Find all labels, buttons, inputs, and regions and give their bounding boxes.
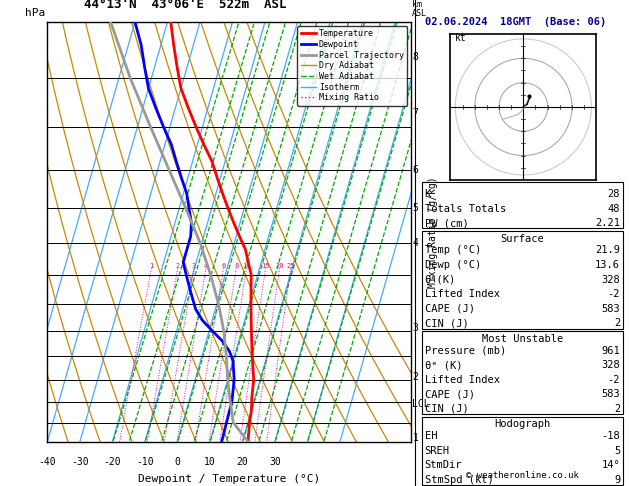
Text: Surface: Surface bbox=[501, 234, 544, 244]
Text: 1: 1 bbox=[413, 434, 418, 443]
Text: 0: 0 bbox=[174, 457, 180, 467]
Text: 14°: 14° bbox=[601, 460, 620, 470]
Text: CIN (J): CIN (J) bbox=[425, 404, 469, 414]
Text: Hodograph: Hodograph bbox=[494, 419, 550, 430]
Text: 44°13'N  43°06'E  522m  ASL: 44°13'N 43°06'E 522m ASL bbox=[84, 0, 287, 11]
Text: 10: 10 bbox=[204, 457, 216, 467]
Text: 961: 961 bbox=[601, 346, 620, 356]
Text: 10: 10 bbox=[242, 262, 251, 269]
Text: 1: 1 bbox=[149, 262, 153, 269]
Text: Mixing Ratio (g/kg): Mixing Ratio (g/kg) bbox=[428, 176, 438, 288]
Text: Dewp (°C): Dewp (°C) bbox=[425, 260, 481, 270]
Legend: Temperature, Dewpoint, Parcel Trajectory, Dry Adiabat, Wet Adiabat, Isotherm, Mi: Temperature, Dewpoint, Parcel Trajectory… bbox=[297, 26, 407, 105]
Text: Temp (°C): Temp (°C) bbox=[425, 245, 481, 256]
Text: PW (cm): PW (cm) bbox=[425, 218, 469, 228]
Text: -30: -30 bbox=[71, 457, 89, 467]
Text: -10: -10 bbox=[136, 457, 153, 467]
Text: kt: kt bbox=[455, 34, 467, 43]
Text: Lifted Index: Lifted Index bbox=[425, 289, 499, 299]
Text: 6: 6 bbox=[221, 262, 225, 269]
Text: 8: 8 bbox=[413, 52, 418, 62]
Text: θᵉ(K): θᵉ(K) bbox=[425, 275, 456, 285]
Text: 20: 20 bbox=[237, 457, 248, 467]
Text: 21.9: 21.9 bbox=[595, 245, 620, 256]
Text: 5: 5 bbox=[614, 446, 620, 456]
Text: 15: 15 bbox=[261, 262, 270, 269]
Text: -2: -2 bbox=[608, 375, 620, 385]
Text: 2: 2 bbox=[175, 262, 180, 269]
Text: θᵉ (K): θᵉ (K) bbox=[425, 360, 462, 370]
Text: 02.06.2024  18GMT  (Base: 06): 02.06.2024 18GMT (Base: 06) bbox=[425, 17, 606, 27]
Text: 2.21: 2.21 bbox=[595, 218, 620, 228]
Text: 583: 583 bbox=[601, 304, 620, 314]
Text: hPa: hPa bbox=[25, 8, 45, 17]
Text: Pressure (mb): Pressure (mb) bbox=[425, 346, 506, 356]
Text: 583: 583 bbox=[601, 389, 620, 399]
Text: Lifted Index: Lifted Index bbox=[425, 375, 499, 385]
Text: -20: -20 bbox=[103, 457, 121, 467]
Text: EH: EH bbox=[425, 431, 437, 441]
Text: 25: 25 bbox=[286, 262, 295, 269]
Text: CIN (J): CIN (J) bbox=[425, 318, 469, 329]
Text: LCL: LCL bbox=[413, 399, 430, 409]
Text: 328: 328 bbox=[601, 360, 620, 370]
Text: 2: 2 bbox=[413, 372, 418, 382]
Text: 7: 7 bbox=[413, 108, 418, 118]
Text: 328: 328 bbox=[601, 275, 620, 285]
Text: K: K bbox=[425, 189, 431, 199]
Text: -18: -18 bbox=[601, 431, 620, 441]
Text: 48: 48 bbox=[608, 204, 620, 214]
Text: 3: 3 bbox=[413, 323, 418, 333]
Text: Most Unstable: Most Unstable bbox=[482, 334, 563, 344]
Text: 4: 4 bbox=[413, 238, 418, 248]
Text: 9: 9 bbox=[614, 475, 620, 485]
Text: -2: -2 bbox=[608, 289, 620, 299]
Text: 30: 30 bbox=[269, 457, 281, 467]
Text: 3: 3 bbox=[192, 262, 196, 269]
Text: Dewpoint / Temperature (°C): Dewpoint / Temperature (°C) bbox=[138, 474, 320, 484]
Text: -40: -40 bbox=[38, 457, 56, 467]
Text: SREH: SREH bbox=[425, 446, 450, 456]
Text: © weatheronline.co.uk: © weatheronline.co.uk bbox=[466, 471, 579, 480]
Text: CAPE (J): CAPE (J) bbox=[425, 389, 474, 399]
Text: 20: 20 bbox=[276, 262, 284, 269]
Text: StmDir: StmDir bbox=[425, 460, 462, 470]
Text: 13.6: 13.6 bbox=[595, 260, 620, 270]
Text: 2: 2 bbox=[614, 318, 620, 329]
Text: 28: 28 bbox=[608, 189, 620, 199]
Text: 5: 5 bbox=[413, 203, 418, 213]
Text: 4: 4 bbox=[204, 262, 208, 269]
Text: 2: 2 bbox=[614, 404, 620, 414]
Text: km
ASL: km ASL bbox=[412, 0, 427, 17]
Text: 8: 8 bbox=[234, 262, 238, 269]
Text: Totals Totals: Totals Totals bbox=[425, 204, 506, 214]
Text: StmSpd (kt): StmSpd (kt) bbox=[425, 475, 493, 485]
Text: 6: 6 bbox=[413, 165, 418, 175]
Text: CAPE (J): CAPE (J) bbox=[425, 304, 474, 314]
